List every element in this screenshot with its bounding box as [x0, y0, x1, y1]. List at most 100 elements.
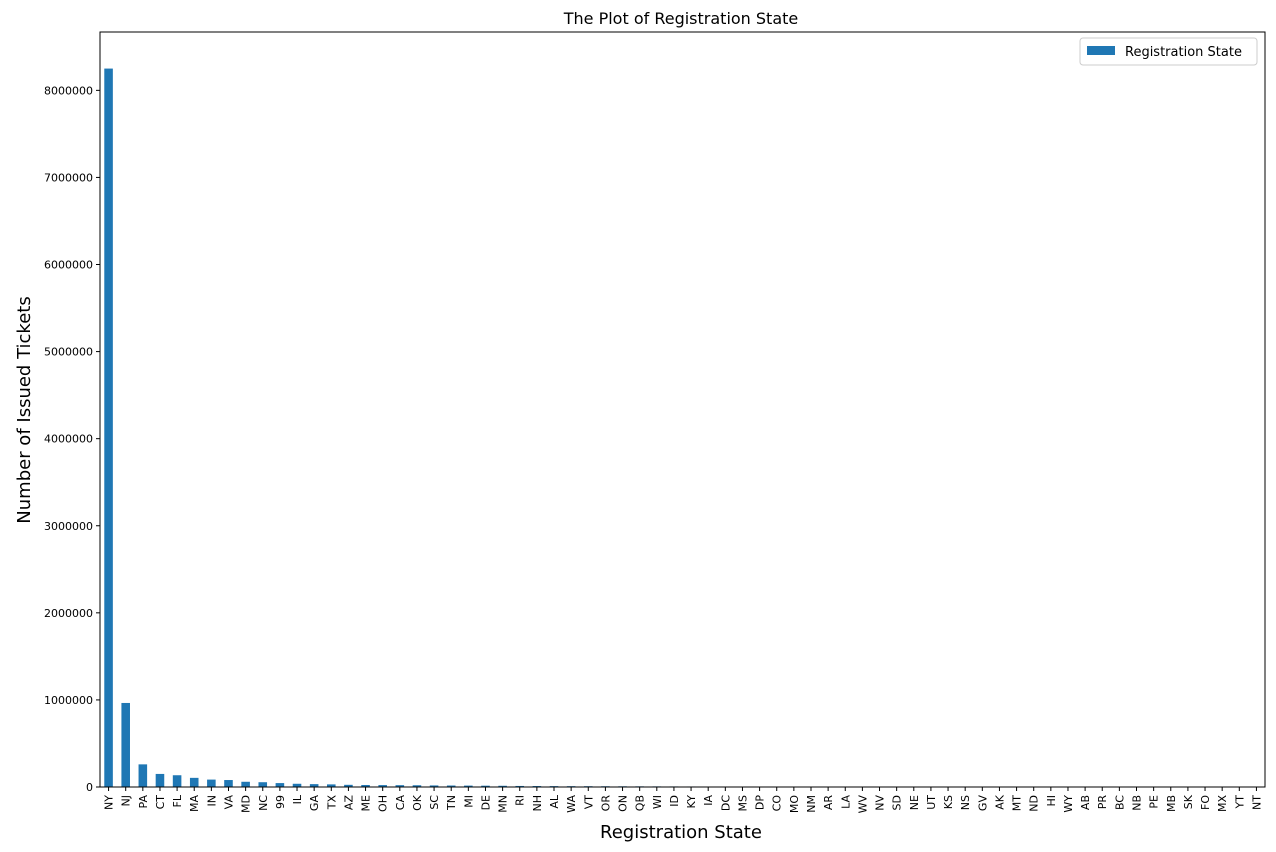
bar-AZ [344, 784, 353, 787]
bar-CA [395, 785, 405, 787]
x-axis: NY NJ PA CT FL MA IN VA MD NC 99 IL GA TX AZ ME OH CA OK SC… [103, 787, 1263, 814]
x-tick-label: RI [514, 795, 527, 806]
x-tick-label: NB [1131, 795, 1144, 811]
y-tick-label: 5000000 [44, 346, 93, 359]
x-tick-label: MA [188, 795, 201, 812]
bar-FL [172, 775, 182, 787]
x-tick-label: SC [428, 795, 441, 810]
x-tick-label: VA [222, 795, 235, 810]
x-tick-label: PR [1096, 795, 1109, 810]
x-tick-label: BC [1113, 795, 1126, 810]
x-tick-label: TN [445, 795, 458, 811]
bar-NJ [121, 702, 130, 787]
x-tick-label: ID [668, 795, 681, 807]
bar-OH [378, 785, 387, 787]
x-tick-label: OH [377, 795, 390, 812]
x-tick-label: OK [411, 794, 424, 811]
x-tick-label: WI [651, 795, 664, 809]
x-tick-label: ON [617, 795, 630, 812]
y-axis-title: Number of Issued Tickets [14, 296, 35, 523]
x-tick-label: GV [976, 795, 989, 812]
x-tick-label: KS [942, 795, 955, 809]
x-tick-label: HI [1045, 795, 1058, 807]
x-tick-label: IN [205, 795, 218, 806]
x-tick-label: MI [462, 795, 475, 808]
x-tick-label: VT [582, 795, 595, 810]
x-tick-label: AZ [342, 795, 355, 811]
x-tick-label: CA [394, 795, 407, 811]
x-axis-title: Registration State [600, 822, 762, 843]
y-tick-label: 7000000 [44, 171, 93, 184]
x-tick-label: FL [171, 794, 184, 807]
x-tick-label: ND [1028, 795, 1041, 812]
x-tick-label: LA [839, 795, 852, 809]
y-tick-label: 8000000 [44, 84, 93, 97]
x-tick-label: SK [1182, 794, 1195, 809]
x-tick-label: AR [822, 795, 835, 811]
x-tick-label: AB [1079, 795, 1092, 810]
x-tick-label: MS [736, 795, 749, 811]
x-tick-label: TX [325, 795, 338, 811]
y-tick-label: 3000000 [44, 520, 93, 533]
bar-RI [515, 785, 525, 787]
x-tick-label: AL [548, 794, 561, 809]
x-tick-label: AK [993, 794, 1006, 810]
chart-title: The Plot of Registration State [563, 9, 799, 28]
x-tick-label: YT [1233, 795, 1246, 810]
x-tick-label: MO [788, 795, 801, 813]
x-tick-label: QB [634, 795, 647, 811]
x-tick-label: IA [702, 795, 715, 806]
x-tick-label: NT [1250, 795, 1263, 810]
bar-VA [224, 780, 233, 787]
y-tick-label: 4000000 [44, 433, 93, 446]
x-tick-label: WA [565, 795, 578, 813]
x-tick-label: KY [685, 795, 698, 809]
x-tick-label: NV [874, 795, 887, 811]
x-tick-label: UT [925, 795, 938, 810]
bar-PA [138, 764, 148, 787]
x-tick-label: 99 [274, 795, 287, 809]
bar-GA [309, 784, 319, 787]
x-tick-label: NM [805, 795, 818, 813]
x-tick-label: NS [959, 795, 972, 810]
bar-NC [258, 782, 268, 787]
y-tick-label: 0 [86, 781, 93, 794]
bar-CT [155, 773, 165, 787]
bar-MA [189, 777, 199, 787]
x-tick-label: ME [360, 795, 373, 811]
x-tick-label: MN [497, 795, 510, 813]
legend-swatch [1087, 46, 1115, 55]
x-tick-label: DE [479, 795, 492, 810]
x-tick-label: NY [103, 795, 116, 810]
x-tick-label: MB [1165, 795, 1178, 812]
x-tick-label: WY [1062, 795, 1075, 813]
y-axis: 0 1000000 2000000 3000000 4000000 5000000 6000… [44, 84, 100, 794]
x-tick-label: SD [891, 795, 904, 810]
x-tick-label: WV [856, 795, 869, 814]
plot-frame [99, 31, 1266, 788]
bars-layer [104, 68, 1261, 787]
x-tick-label: PE [1148, 795, 1161, 809]
x-tick-label: NE [908, 795, 921, 810]
bar-TX [327, 784, 336, 787]
x-tick-label: PA [137, 795, 150, 809]
bar-NY [104, 68, 113, 787]
x-tick-label: NC [257, 795, 270, 811]
bar-MI [464, 785, 473, 787]
bar-TN [446, 785, 456, 787]
bar-MN [498, 785, 507, 787]
bar-ME [361, 784, 370, 787]
x-tick-label: MX [1216, 795, 1229, 812]
x-tick-label: GA [308, 795, 321, 812]
y-tick-label: 1000000 [44, 694, 93, 707]
x-tick-label: MD [240, 795, 253, 813]
bar-IL [292, 783, 302, 787]
x-tick-label: DP [754, 795, 767, 810]
y-tick-label: 6000000 [44, 259, 93, 272]
x-tick-label: MT [1011, 795, 1024, 811]
bar-SC [429, 785, 439, 787]
bar-MD [241, 781, 250, 787]
legend: Registration State [1079, 37, 1258, 66]
x-tick-label: NH [531, 795, 544, 812]
